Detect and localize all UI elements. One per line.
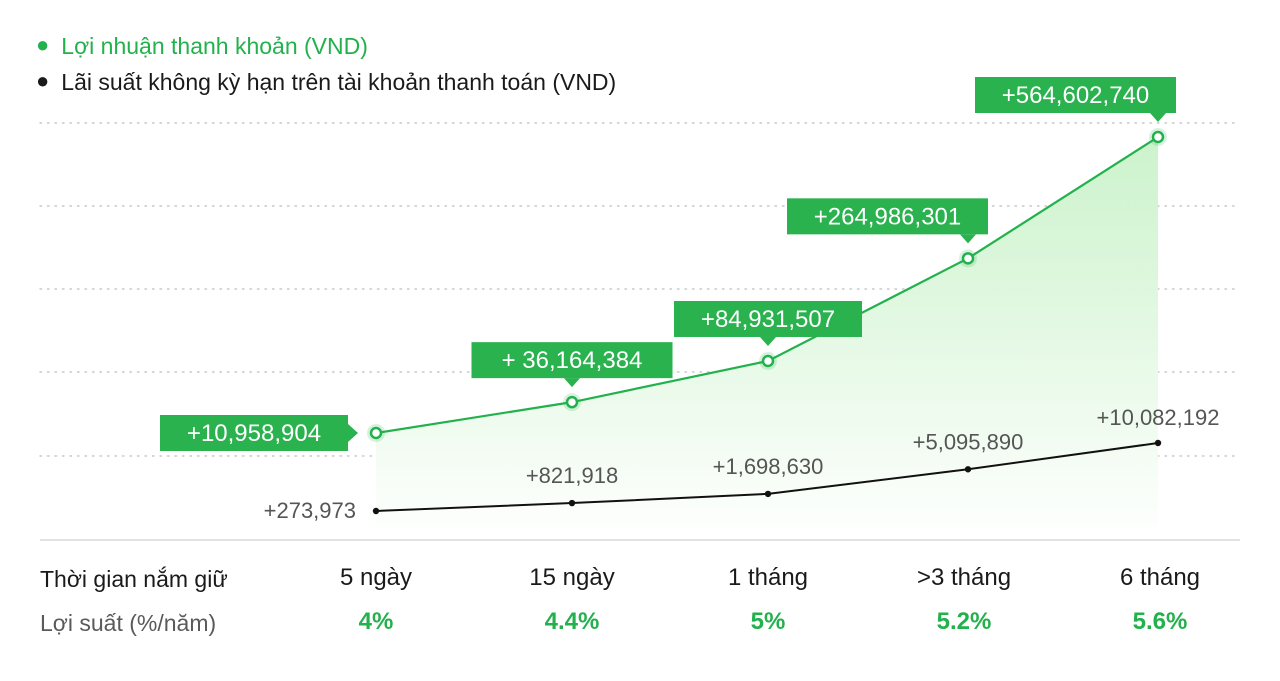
period-cell: 1 tháng <box>727 564 809 591</box>
green-point <box>1151 130 1165 144</box>
green-value-label-pointer <box>1150 113 1166 122</box>
black-value-label: +821,918 <box>526 463 618 488</box>
period-cell: 5 ngày <box>339 564 413 591</box>
period-cell: >3 tháng <box>916 564 1012 591</box>
holding-period-label: Thời gian nắm giữ <box>40 566 228 592</box>
legend-item-demand-interest: ● Lãi suất không kỳ hạn trên tài khoản t… <box>36 64 616 100</box>
rate-cell: 5.2% <box>936 608 992 635</box>
green-value-label: +564,602,740 <box>1002 82 1149 109</box>
black-point <box>1154 439 1162 447</box>
rate-cell: 5% <box>750 608 786 635</box>
green-value-label: +84,931,507 <box>701 306 835 333</box>
black-point <box>568 499 576 507</box>
green-point <box>761 354 775 368</box>
green-value-label-box <box>160 415 348 451</box>
green-value-label: + 36,164,384 <box>502 347 643 374</box>
holding-period-row: Thời gian nắm giữ 5 ngày 15 ngày 1 tháng… <box>0 560 1280 600</box>
period-cell: 15 ngày <box>529 564 615 591</box>
rate-cell: 4% <box>358 608 394 635</box>
green-value-label-box <box>975 77 1176 113</box>
green-point <box>565 395 579 409</box>
rate-cell: 4.4% <box>544 608 600 635</box>
green-value-label: +10,958,904 <box>187 420 321 447</box>
legend-label-demand-interest: Lãi suất không kỳ hạn trên tài khoản tha… <box>61 68 617 95</box>
black-value-label: +10,082,192 <box>1097 405 1220 430</box>
black-value-label: +273,973 <box>264 498 356 523</box>
green-value-label-pointer <box>348 424 358 442</box>
green-value-label: +264,986,301 <box>814 203 961 230</box>
black-value-label: +5,095,890 <box>913 429 1024 454</box>
black-value-label: +1,698,630 <box>713 454 824 479</box>
black-point <box>372 507 380 515</box>
rate-cell: 5.6% <box>1132 608 1188 635</box>
green-value-label-box <box>787 198 988 235</box>
green-value-label-box <box>471 342 673 379</box>
green-value-label-pointer <box>760 336 776 346</box>
green-point <box>961 252 975 265</box>
green-point <box>369 426 383 440</box>
green-area-fill <box>376 137 1158 540</box>
green-value-label-box <box>674 300 862 337</box>
period-cell: 6 tháng <box>1119 564 1201 591</box>
green-value-label-pointer <box>564 378 580 388</box>
legend: ● Lợi nhuận thanh khoản (VND) ● Lãi suất… <box>36 28 616 100</box>
yield-row: Lợi suất (%/năm) 4% 4.4% 5% 5.2% 5.6% <box>0 604 1280 644</box>
yield-label: Lợi suất (%/năm) <box>40 610 217 636</box>
black-point <box>964 466 972 473</box>
legend-bullet-green: ● <box>36 32 50 57</box>
legend-bullet-black: ● <box>36 68 50 93</box>
green-value-label-pointer <box>960 234 976 244</box>
legend-item-liquidity-profit: ● Lợi nhuận thanh khoản (VND) <box>36 28 616 64</box>
black-point <box>764 490 772 498</box>
legend-label-liquidity-profit: Lợi nhuận thanh khoản (VND) <box>61 32 368 59</box>
